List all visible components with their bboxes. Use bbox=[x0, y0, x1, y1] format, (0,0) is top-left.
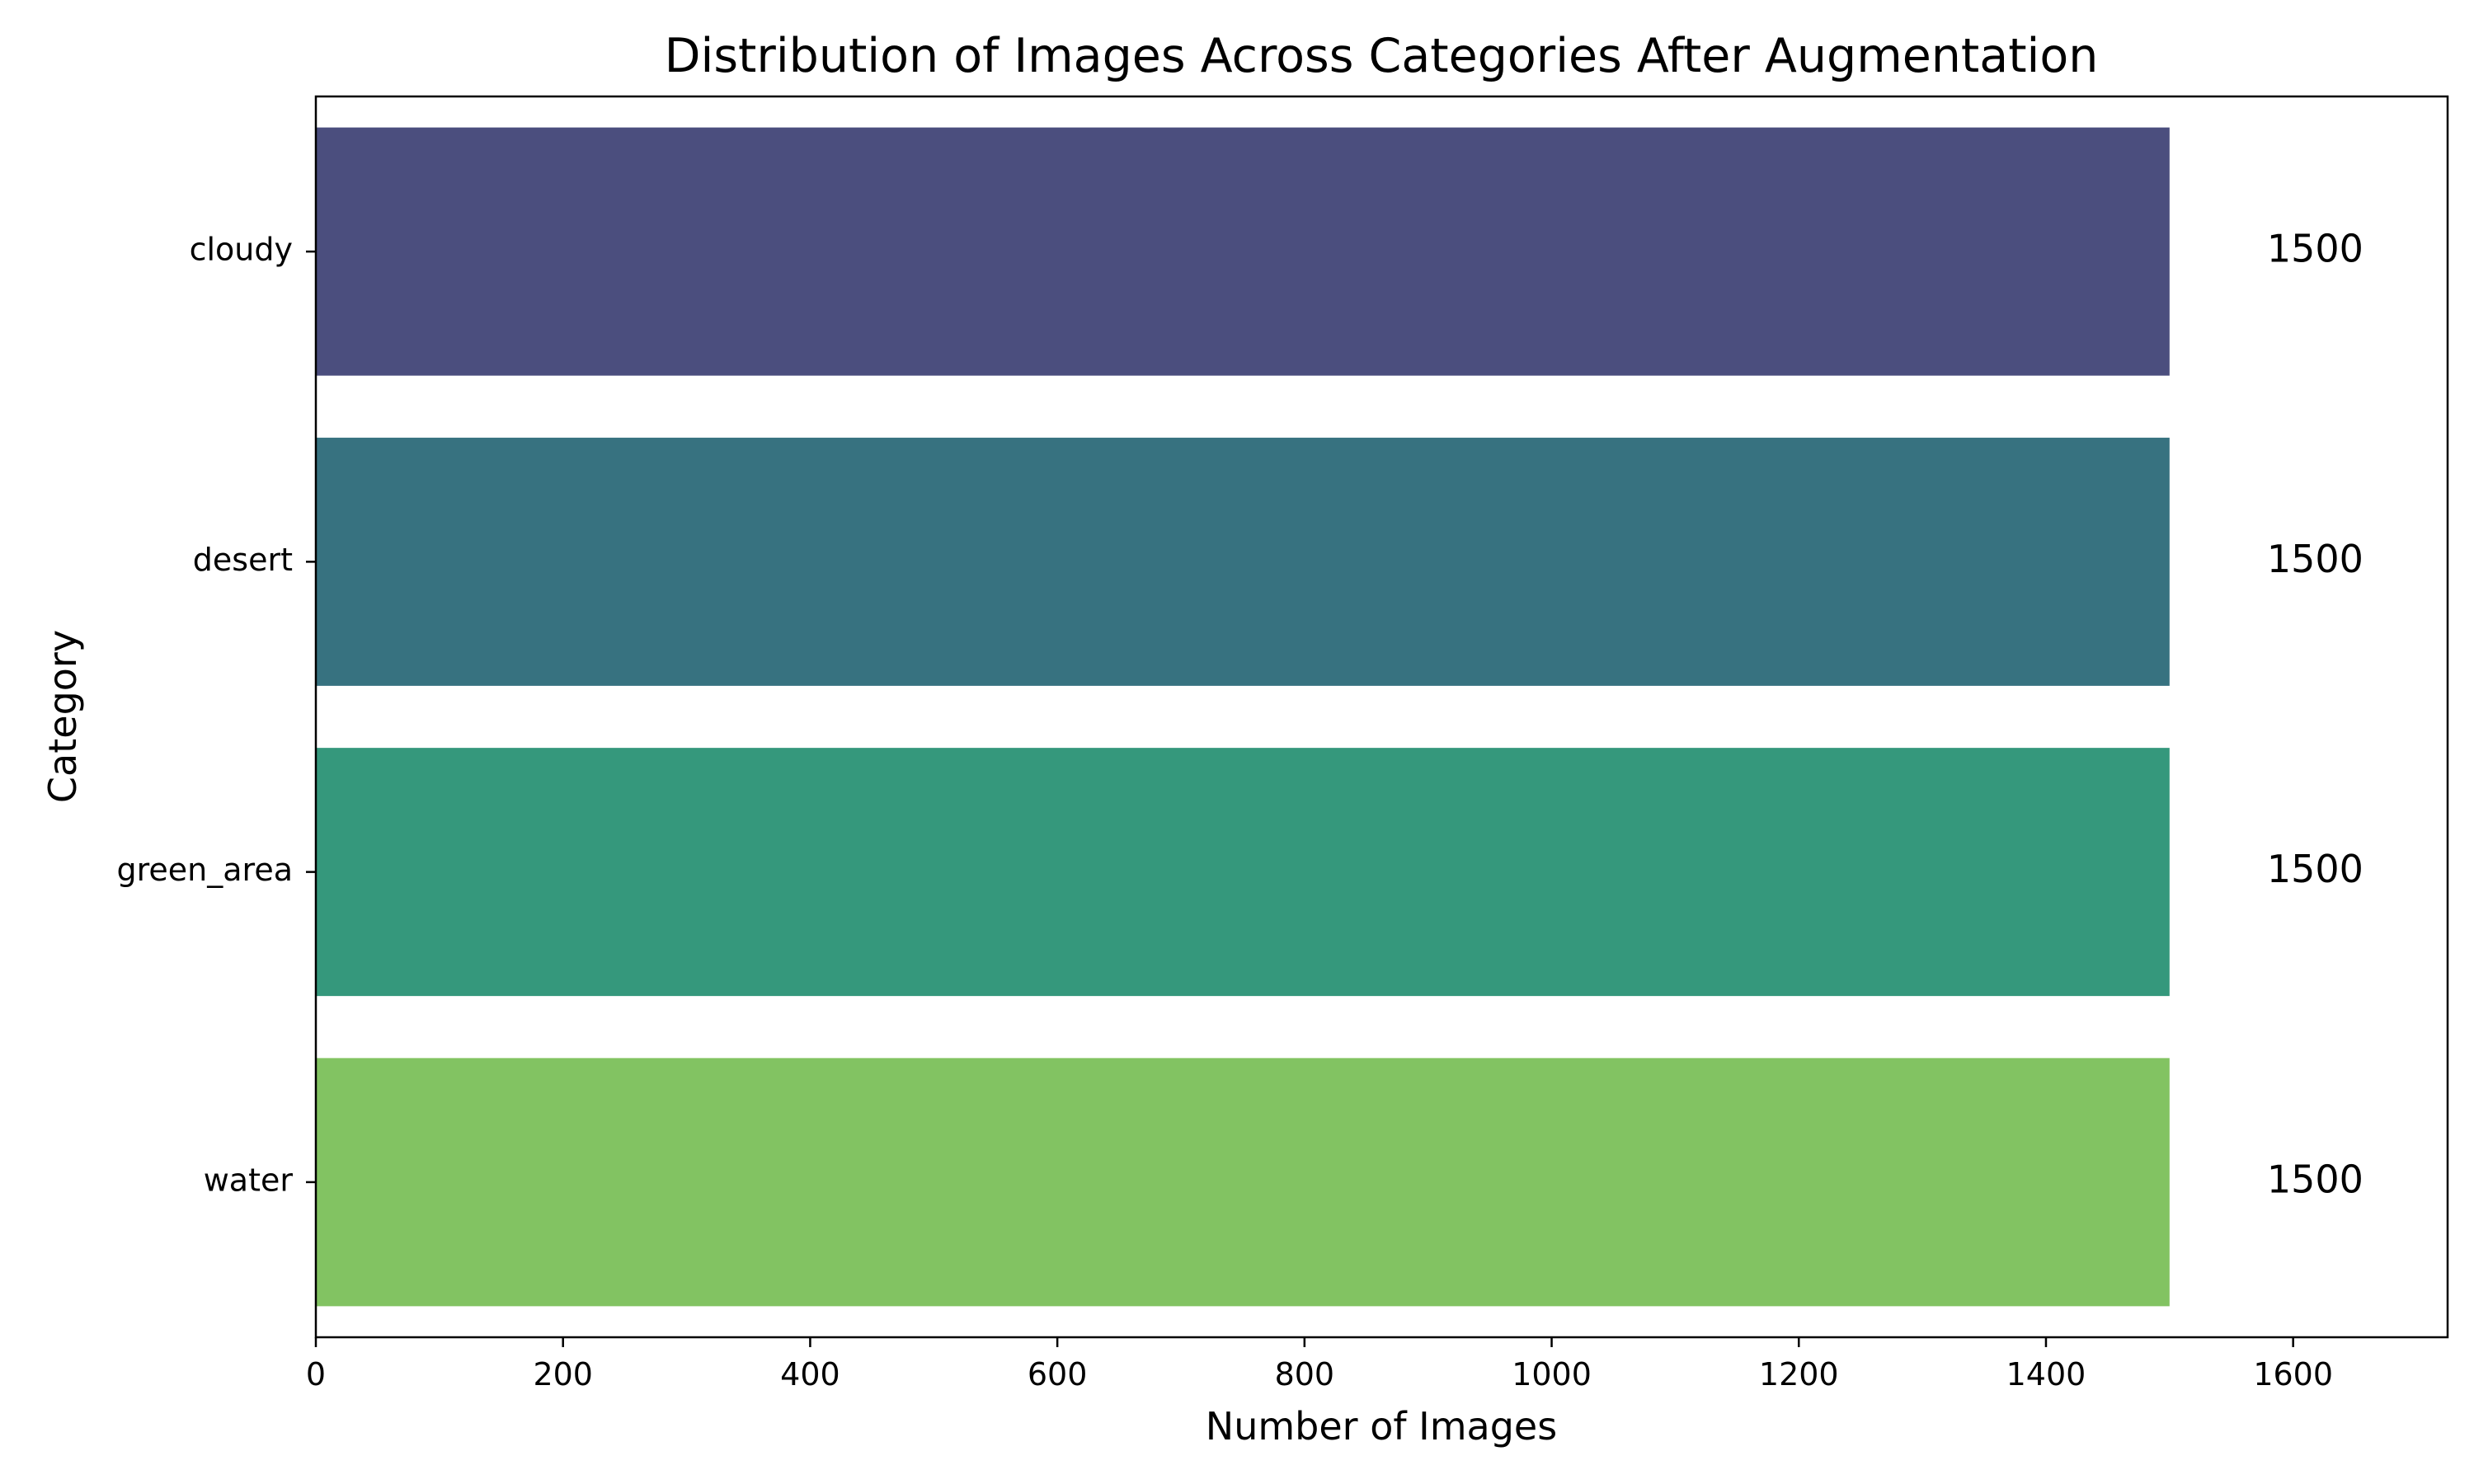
x-tick-label-400: 400 bbox=[780, 1356, 840, 1392]
data-label-desert: 1500 bbox=[2267, 537, 2363, 581]
data-label-green_area: 1500 bbox=[2267, 847, 2363, 891]
y-tick-label-water: water bbox=[204, 1162, 294, 1198]
bar-desert bbox=[316, 437, 2170, 686]
bar-cloudy bbox=[316, 127, 2170, 376]
y-tick-label-green_area: green_area bbox=[117, 852, 294, 888]
x-tick-label-200: 200 bbox=[533, 1356, 593, 1392]
x-tick-label-1600: 1600 bbox=[2253, 1356, 2333, 1392]
plot-frame bbox=[314, 95, 2449, 1339]
bar-water bbox=[316, 1058, 2170, 1307]
x-tick-label-1400: 1400 bbox=[2006, 1356, 2086, 1392]
x-tick-label-800: 800 bbox=[1275, 1356, 1335, 1392]
x-tick-label-1200: 1200 bbox=[1759, 1356, 1839, 1392]
chart-title: Distribution of Images Across Categories… bbox=[665, 29, 2099, 83]
data-labels-layer: 1500 1500 1500 1500 bbox=[2267, 227, 2363, 1202]
x-axis-title: Number of Images bbox=[1206, 1404, 1557, 1449]
x-tick-label-1000: 1000 bbox=[1512, 1356, 1592, 1392]
y-tick-label-desert: desert bbox=[193, 542, 293, 578]
y-axis-title: Category bbox=[40, 630, 85, 803]
x-tick-label-0: 0 bbox=[306, 1356, 326, 1392]
y-tick-label-cloudy: cloudy bbox=[190, 232, 293, 268]
x-tick-label-600: 600 bbox=[1028, 1356, 1088, 1392]
data-label-water: 1500 bbox=[2267, 1157, 2363, 1201]
x-axis: 0 200 400 600 800 1000 1200 1400 1600 bbox=[306, 1337, 2333, 1392]
data-label-cloudy: 1500 bbox=[2267, 227, 2363, 271]
bars-layer bbox=[316, 127, 2170, 1307]
bar-green_area bbox=[316, 748, 2170, 997]
